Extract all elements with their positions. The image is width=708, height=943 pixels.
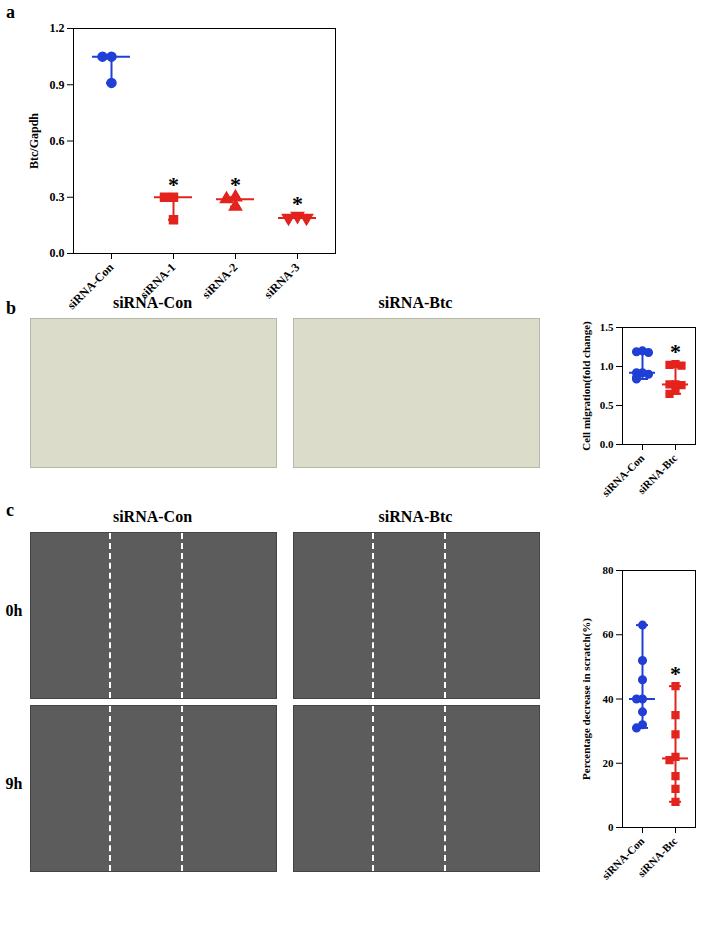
html-text:b: b bbox=[6, 298, 16, 318]
svg-text:0.6: 0.6 bbox=[50, 134, 65, 148]
svg-text:siRNA-1: siRNA-1 bbox=[137, 260, 179, 302]
svg-text:0.3: 0.3 bbox=[50, 190, 65, 204]
svg-text:1.0: 1.0 bbox=[600, 360, 614, 372]
svg-text:0.0: 0.0 bbox=[600, 438, 614, 450]
svg-text:60: 60 bbox=[603, 628, 615, 640]
svg-text:20: 20 bbox=[603, 757, 615, 769]
svg-text:siRNA-Con: siRNA-Con bbox=[599, 834, 647, 882]
svg-text:1.2: 1.2 bbox=[50, 21, 65, 35]
svg-text:siRNA-Con: siRNA-Con bbox=[599, 451, 647, 499]
svg-text:siRNA-3: siRNA-3 bbox=[261, 260, 302, 301]
html-text:siRNA-Btc: siRNA-Btc bbox=[378, 294, 453, 311]
svg-text:*: * bbox=[230, 172, 241, 197]
svg-text:80: 80 bbox=[603, 564, 615, 576]
html-text:siRNA-Con: siRNA-Con bbox=[112, 508, 193, 525]
svg-text:0.0: 0.0 bbox=[50, 246, 65, 260]
svg-text:*: * bbox=[670, 339, 681, 364]
html-text:siRNA-Con: siRNA-Con bbox=[112, 294, 193, 311]
svg-text:*: * bbox=[670, 661, 681, 686]
svg-text:siRNA-Btc: siRNA-Btc bbox=[635, 452, 679, 496]
html-text:siRNA-Btc: siRNA-Btc bbox=[378, 508, 453, 525]
html-text:c: c bbox=[6, 500, 14, 520]
svg-text:*: * bbox=[168, 172, 179, 197]
svg-text:siRNA-Con: siRNA-Con bbox=[64, 260, 116, 312]
svg-text:1.5: 1.5 bbox=[600, 321, 614, 333]
svg-text:siRNA-Btc: siRNA-Btc bbox=[635, 835, 679, 879]
svg-text:0: 0 bbox=[608, 821, 614, 833]
svg-text:Cell migration(fold change): Cell migration(fold change) bbox=[580, 321, 593, 451]
svg-text:0.9: 0.9 bbox=[50, 78, 65, 92]
html-text:a: a bbox=[6, 2, 15, 22]
svg-text:Btc/Gapdh: Btc/Gapdh bbox=[27, 113, 41, 169]
svg-text:Percentage decrease in scratch: Percentage decrease in scratch(%) bbox=[580, 618, 593, 780]
svg-text:*: * bbox=[292, 191, 303, 216]
svg-text:siRNA-2: siRNA-2 bbox=[199, 260, 240, 301]
html-text:0h: 0h bbox=[5, 602, 23, 619]
svg-text:40: 40 bbox=[603, 693, 615, 705]
html-text:9h: 9h bbox=[5, 775, 23, 792]
svg-text:0.5: 0.5 bbox=[600, 399, 614, 411]
